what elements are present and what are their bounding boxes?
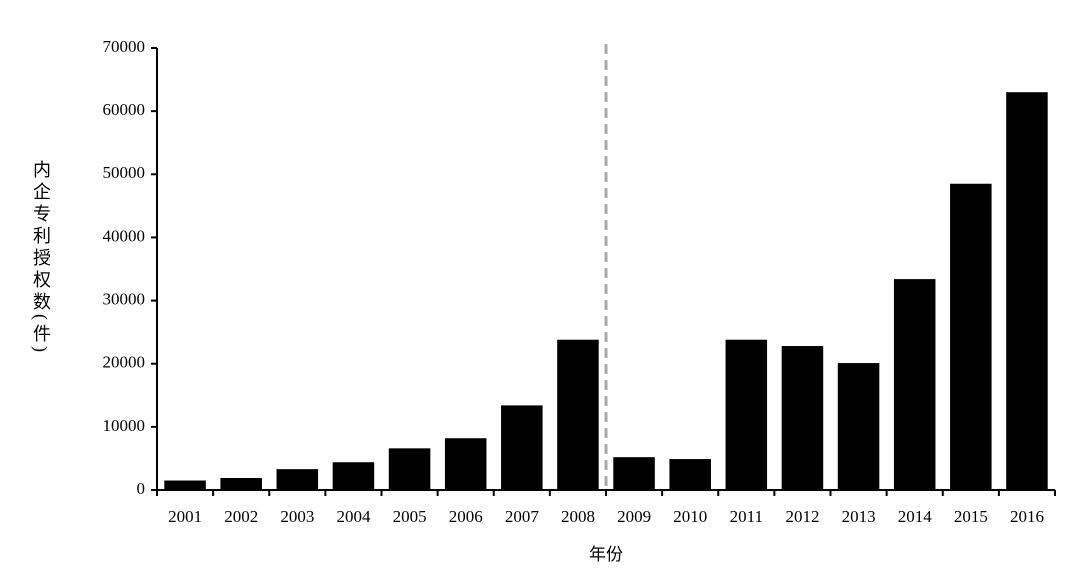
- bar: [669, 459, 711, 490]
- x-tick-label: 2013: [842, 507, 876, 526]
- y-axis-label: 内企专利授权数(件): [31, 160, 51, 356]
- y-tick-label: 40000: [103, 226, 146, 245]
- x-tick-label: 2002: [224, 507, 258, 526]
- x-tick-label: 2012: [785, 507, 819, 526]
- y-tick-label: 30000: [103, 289, 146, 308]
- bar: [501, 405, 543, 490]
- x-tick-label: 2005: [393, 507, 427, 526]
- x-axis-label: 年份: [589, 545, 623, 564]
- bar: [613, 457, 655, 490]
- x-tick-label: 2007: [505, 507, 540, 526]
- y-tick-label: 20000: [103, 353, 146, 372]
- y-tick-label: 60000: [103, 100, 146, 119]
- x-tick-label: 2010: [673, 507, 707, 526]
- bar: [893, 279, 936, 490]
- bar: [164, 480, 206, 490]
- bar: [388, 448, 431, 490]
- y-tick-label: 50000: [103, 163, 146, 182]
- bar: [220, 478, 262, 490]
- x-tick-label: 2009: [617, 507, 651, 526]
- bar: [1006, 92, 1048, 490]
- bar: [837, 363, 880, 490]
- bar: [781, 346, 824, 490]
- x-tick-label: 2014: [898, 507, 933, 526]
- x-tick-label: 2011: [730, 507, 763, 526]
- y-tick-label: 70000: [103, 37, 146, 56]
- x-tick-label: 2015: [954, 507, 988, 526]
- x-tick-label: 2008: [561, 507, 595, 526]
- bar: [557, 339, 599, 490]
- x-tick-label: 2001: [168, 507, 202, 526]
- bar: [725, 339, 768, 490]
- x-tick-label: 2016: [1010, 507, 1044, 526]
- x-tick-label: 2004: [336, 507, 371, 526]
- bar: [950, 183, 992, 490]
- y-tick-label: 0: [137, 479, 146, 498]
- bar: [332, 462, 375, 490]
- y-tick-label: 10000: [103, 416, 146, 435]
- bar: [276, 469, 319, 490]
- x-tick-label: 2006: [449, 507, 483, 526]
- bar: [444, 438, 487, 490]
- x-tick-label: 2003: [280, 507, 314, 526]
